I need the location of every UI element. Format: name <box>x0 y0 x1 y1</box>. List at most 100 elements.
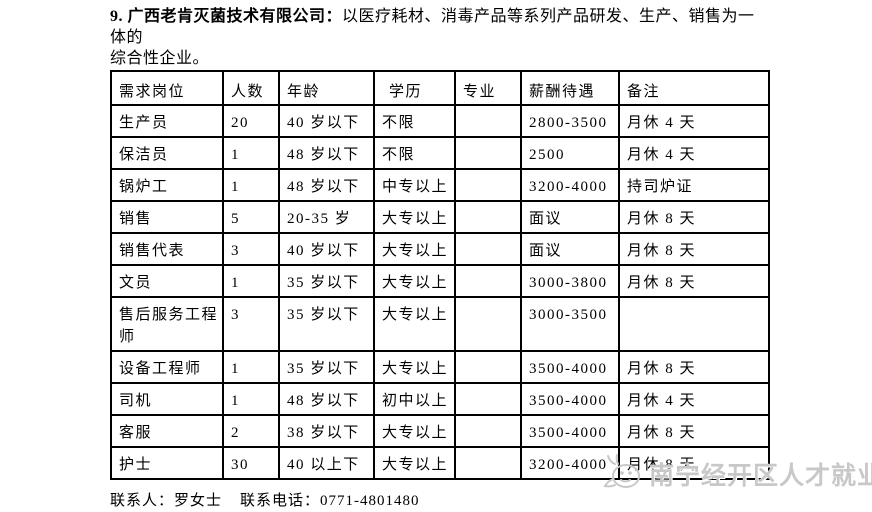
table-cell: 大专以上 <box>373 232 456 266</box>
table-cell: 月休 8 天 <box>618 232 770 266</box>
table-cell: 1 <box>222 264 280 298</box>
item-number: 9. <box>110 8 123 25</box>
contact-person: 联系人：罗女士 <box>110 493 223 509</box>
mascot-chick-icon <box>603 454 640 488</box>
table-cell: 3500-4000 <box>520 350 620 384</box>
table-cell: 设备工程师 <box>110 350 224 384</box>
table-cell: 48 岁以下 <box>278 382 375 416</box>
table-cell: 40 岁以下 <box>278 232 375 266</box>
table-cell: 48 岁以下 <box>278 136 375 170</box>
column-header-education: 学历 <box>373 70 456 106</box>
table-cell: 3 <box>222 296 280 352</box>
table-cell <box>454 296 522 352</box>
table-cell: 保洁员 <box>110 136 224 170</box>
table-cell <box>454 446 522 480</box>
table-cell: 5 <box>222 200 280 234</box>
table-cell: 大专以上 <box>373 414 456 448</box>
table-cell: 40 以上下 <box>278 446 375 480</box>
table-cell <box>454 414 522 448</box>
table-cell: 销售代表 <box>110 232 224 266</box>
table-cell: 锅炉工 <box>110 168 224 202</box>
table-cell: 生产员 <box>110 104 224 138</box>
table-cell: 30 <box>222 446 280 480</box>
table-cell: 文员 <box>110 264 224 298</box>
table-cell: 月休 4 天 <box>618 136 770 170</box>
watermark: 南宁经开区人才就业 <box>601 452 872 496</box>
table-cell: 3200-4000 <box>520 446 620 480</box>
table-cell: 面议 <box>520 200 620 234</box>
table-cell: 大专以上 <box>373 296 456 352</box>
table-cell: 初中以上 <box>373 382 456 416</box>
jobs-table-body: 生产员 20 40 岁以下 不限 2800-3500 月休 4 天保洁员 1 48 岁以下 不限… <box>110 104 770 480</box>
table-row: 司机 1 48 岁以下 初中以上 3500-4000 月休 4 天 <box>110 382 770 416</box>
table-header-row: 需求岗位 人数 年龄 学历 专业 薪酬待遇 备注 <box>110 70 770 106</box>
table-cell: 40 岁以下 <box>278 104 375 138</box>
table-row: 生产员 20 40 岁以下 不限 2800-3500 月休 4 天 <box>110 104 770 138</box>
table-cell: 面议 <box>520 232 620 266</box>
table-cell <box>454 382 522 416</box>
company-description-line1: 以医疗耗材、消毒产品等系列产品研发、生产、销售为一体的 <box>110 8 755 46</box>
table-row: 护士 30 40 以上下 大专以上 3200-4000 月休 8 天 <box>110 446 770 480</box>
table-row: 保洁员 1 48 岁以下 不限 2500 月休 4 天 <box>110 136 770 170</box>
table-cell <box>454 136 522 170</box>
table-cell: 中专以上 <box>373 168 456 202</box>
table-row: 文员 1 35 岁以下 大专以上 3000-3800 月休 8 天 <box>110 264 770 298</box>
table-cell <box>454 200 522 234</box>
table-cell: 客服 <box>110 414 224 448</box>
table-cell <box>454 232 522 266</box>
table-cell: 20-35 岁 <box>278 200 375 234</box>
table-row: 锅炉工 1 48 岁以下 中专以上 3200-4000 持司炉证 <box>110 168 770 202</box>
column-header-major: 专业 <box>454 70 522 106</box>
table-cell: 大专以上 <box>373 200 456 234</box>
document-content: 9. 广西老肯灭菌技术有限公司：以医疗耗材、消毒产品等系列产品研发、生产、销售为… <box>110 6 770 512</box>
table-cell: 护士 <box>110 446 224 480</box>
table-cell: 1 <box>222 136 280 170</box>
table-row: 设备工程师 1 35 岁以下 大专以上 3500-4000 月休 8 天 <box>110 350 770 384</box>
table-cell: 月休 8 天 <box>618 414 770 448</box>
contact-phone: 联系电话：0771-4801480 <box>240 493 420 509</box>
table-cell: 销售 <box>110 200 224 234</box>
column-header-salary: 薪酬待遇 <box>520 70 620 106</box>
table-cell: 月休 4 天 <box>618 104 770 138</box>
company-description-line2: 综合性企业。 <box>110 50 210 67</box>
table-cell: 月休 4 天 <box>618 382 770 416</box>
table-cell <box>454 104 522 138</box>
table-row: 客服 2 38 岁以下 大专以上 3500-4000 月休 8 天 <box>110 414 770 448</box>
table-row: 销售 5 20-35 岁大专以上 面议 月休 8 天 <box>110 200 770 234</box>
table-cell: 司机 <box>110 382 224 416</box>
table-cell: 持司炉证 <box>618 168 770 202</box>
table-cell: 月休 8 天 <box>618 446 770 480</box>
table-cell <box>454 264 522 298</box>
jobs-table: 需求岗位 人数 年龄 学历 专业 薪酬待遇 备注 生产员 20 40 岁以下 不限 28… <box>110 70 770 480</box>
table-row: 销售代表 3 40 岁以下 大专以上 面议 月休 8 天 <box>110 232 770 266</box>
table-cell: 48 岁以下 <box>278 168 375 202</box>
table-cell: 1 <box>222 382 280 416</box>
watermark-text: 南宁经开区人才就业 <box>649 462 872 490</box>
table-cell: 3 <box>222 232 280 266</box>
table-cell: 3200-4000 <box>520 168 620 202</box>
table-cell: 不限 <box>373 104 456 138</box>
table-cell: 2 <box>222 414 280 448</box>
table-cell: 3500-4000 <box>520 414 620 448</box>
table-cell: 1 <box>222 168 280 202</box>
table-cell: 2800-3500 <box>520 104 620 138</box>
column-header-count: 人数 <box>222 70 280 106</box>
table-cell <box>618 296 770 352</box>
table-cell: 大专以上 <box>373 264 456 298</box>
table-cell: 38 岁以下 <box>278 414 375 448</box>
table-cell: 3500-4000 <box>520 382 620 416</box>
table-cell: 20 <box>222 104 280 138</box>
table-cell: 35 岁以下 <box>278 350 375 384</box>
table-cell: 不限 <box>373 136 456 170</box>
column-header-position: 需求岗位 <box>110 70 224 106</box>
table-cell <box>454 350 522 384</box>
company-name: 广西老肯灭菌技术有限公司： <box>127 8 343 25</box>
table-cell: 月休 8 天 <box>618 264 770 298</box>
table-cell: 3000-3500 <box>520 296 620 352</box>
table-cell: 35 岁以下 <box>278 264 375 298</box>
table-cell: 2500 <box>520 136 620 170</box>
table-cell <box>454 168 522 202</box>
table-cell: 大专以上 <box>373 350 456 384</box>
table-cell: 月休 8 天 <box>618 200 770 234</box>
